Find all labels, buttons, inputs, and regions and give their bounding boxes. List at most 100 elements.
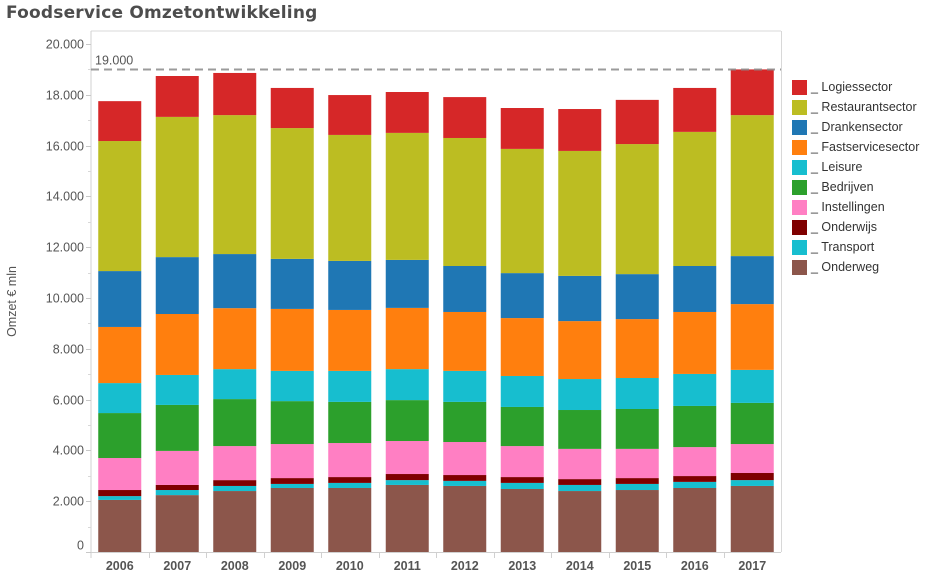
bar-segment-drankensector-2006 [98, 271, 142, 327]
bar-segment-instellingen-2014 [558, 448, 602, 480]
bar-segment-restaurantsector-2006 [98, 141, 142, 272]
legend-label: _ Drankensector [811, 120, 903, 134]
legend-item[interactable]: _ Transport [792, 237, 919, 257]
x-tick-label: 2006 [106, 559, 134, 573]
bar-segment-instellingen-2010 [328, 443, 372, 478]
bar-segment-transport-2016 [673, 481, 717, 488]
bar-segment-onderwijs-2007 [155, 484, 199, 491]
bar-segment-transport-2010 [328, 482, 372, 488]
legend-item[interactable]: _ Logiessector [792, 77, 919, 97]
legend-label: _ Onderweg [811, 260, 880, 274]
bar-segment-bedrijven-2006 [98, 413, 142, 459]
bar-segment-transport-2011 [385, 480, 429, 485]
bar-segment-onderweg-2012 [443, 485, 487, 552]
bar-segment-restaurantsector-2017 [730, 115, 774, 257]
bar-segment-logiessector-2007 [155, 76, 199, 117]
bar-segment-onderweg-2016 [673, 487, 717, 552]
bar-segment-drankensector-2008 [213, 254, 257, 309]
bar-segment-instellingen-2007 [155, 450, 199, 485]
bar-segment-onderweg-2008 [213, 491, 257, 552]
bar-segment-drankensector-2013 [500, 273, 544, 319]
y-tick-label: 2.000 [53, 495, 84, 509]
bar-segment-leisure-2011 [385, 369, 429, 401]
legend-label: _ Leisure [811, 160, 863, 174]
bar-segment-fastservicesector-2008 [213, 308, 257, 370]
bar-segment-fastservicesector-2013 [500, 318, 544, 376]
y-tick-label: 16.000 [46, 140, 84, 154]
bar-segment-leisure-2016 [673, 373, 717, 406]
legend-item[interactable]: _ Onderwijs [792, 217, 919, 237]
bar-segment-fastservicesector-2014 [558, 321, 602, 380]
bar-segment-leisure-2006 [98, 383, 142, 414]
bar-segment-onderwijs-2016 [673, 476, 717, 482]
bar-segment-onderwijs-2012 [443, 475, 487, 481]
bar-segment-bedrijven-2015 [615, 408, 659, 449]
bar-segment-drankensector-2009 [270, 258, 314, 309]
bar-segment-logiessector-2016 [673, 87, 717, 132]
legend-item[interactable]: _ Fastservicesector [792, 137, 919, 157]
bar-segment-drankensector-2010 [328, 260, 372, 310]
chart-title: Foodservice Omzetontwikkeling [6, 3, 318, 23]
bar-segment-fastservicesector-2011 [385, 307, 429, 370]
legend-item[interactable]: _ Bedrijven [792, 177, 919, 197]
bar-segment-instellingen-2006 [98, 458, 142, 491]
bar-segment-onderwijs-2006 [98, 490, 142, 497]
x-tick-label: 2016 [681, 559, 709, 573]
legend-item[interactable]: _ Drankensector [792, 117, 919, 137]
legend: _ Logiessector _ Restaurantsector _ Dranke… [792, 77, 919, 277]
bar-segment-bedrijven-2007 [155, 404, 199, 451]
legend-swatch [792, 79, 807, 95]
x-tick-label: 2013 [508, 559, 536, 573]
bar-segment-bedrijven-2012 [443, 401, 487, 443]
bar-segment-fastservicesector-2017 [730, 304, 774, 370]
legend-swatch [792, 179, 807, 195]
bar-segment-fastservicesector-2006 [98, 326, 142, 384]
bar-segment-transport-2014 [558, 484, 602, 492]
bar-segment-transport-2017 [730, 480, 774, 486]
bar-segment-leisure-2014 [558, 379, 602, 411]
x-tick-label: 2015 [623, 559, 651, 573]
bar-segment-drankensector-2016 [673, 265, 717, 312]
bar-segment-drankensector-2017 [730, 256, 774, 305]
y-tick-label: 20.000 [46, 38, 84, 52]
legend-swatch [792, 219, 807, 235]
bar-segment-restaurantsector-2013 [500, 148, 544, 274]
y-tick-label: 6.000 [53, 394, 84, 408]
legend-label: _ Transport [811, 240, 875, 254]
legend-item[interactable]: _ Restaurantsector [792, 97, 919, 117]
bar-segment-bedrijven-2010 [328, 401, 372, 444]
bar-segment-onderwijs-2017 [730, 473, 774, 481]
bar-segment-restaurantsector-2011 [385, 132, 429, 260]
bar-segment-restaurantsector-2014 [558, 150, 602, 276]
bar-segment-onderweg-2013 [500, 489, 544, 552]
bar-segment-drankensector-2011 [385, 259, 429, 308]
legend-swatch [792, 159, 807, 175]
bar-segment-restaurantsector-2008 [213, 115, 257, 255]
bar-segment-leisure-2015 [615, 378, 659, 409]
bar-segment-transport-2015 [615, 483, 659, 491]
bar-segment-fastservicesector-2012 [443, 311, 487, 371]
bar-segment-logiessector-2008 [213, 72, 257, 116]
bar-segment-instellingen-2017 [730, 444, 774, 474]
legend-divider [781, 31, 782, 552]
legend-item[interactable]: _ Onderweg [792, 257, 919, 277]
legend-label: _ Instellingen [811, 200, 885, 214]
legend-item[interactable]: _ Leisure [792, 157, 919, 177]
x-tick-label: 2008 [221, 559, 249, 573]
x-tick-label: 2012 [451, 559, 479, 573]
bar-segment-bedrijven-2009 [270, 401, 314, 445]
bar-segment-instellingen-2016 [673, 447, 717, 477]
bar-segment-onderwijs-2013 [500, 477, 544, 483]
bar-segment-restaurantsector-2007 [155, 116, 199, 258]
bar-segment-fastservicesector-2007 [155, 314, 199, 375]
bar-segment-restaurantsector-2015 [615, 144, 659, 275]
bar-segment-logiessector-2011 [385, 92, 429, 133]
bar-segment-onderweg-2014 [558, 491, 602, 552]
x-tick-label: 2014 [566, 559, 594, 573]
bar-segment-logiessector-2014 [558, 109, 602, 151]
bar-segment-restaurantsector-2010 [328, 134, 372, 261]
bar-segment-fastservicesector-2009 [270, 308, 314, 371]
legend-swatch [792, 199, 807, 215]
legend-item[interactable]: _ Instellingen [792, 197, 919, 217]
bar-segment-onderweg-2009 [270, 487, 314, 552]
